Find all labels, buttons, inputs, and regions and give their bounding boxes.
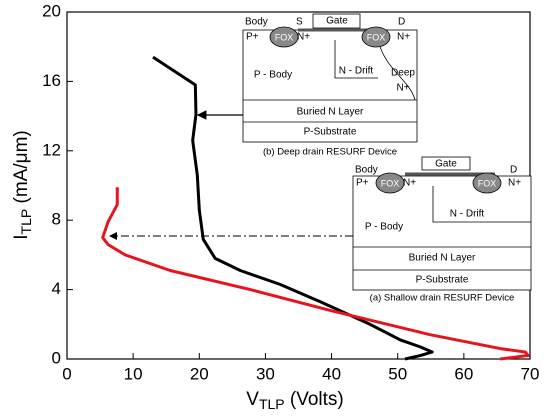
x-tick-label: 60 bbox=[454, 364, 473, 383]
inset-label: P-Substrate bbox=[416, 275, 469, 286]
inset-label: N - Drift bbox=[450, 209, 485, 220]
inset-label: Body bbox=[355, 165, 378, 176]
inset-label: D bbox=[398, 17, 405, 28]
y-label-main: I bbox=[11, 234, 32, 239]
inset-label: Buried N Layer bbox=[297, 107, 364, 118]
inset-label: Buried N Layer bbox=[409, 253, 476, 264]
inset-label: N+ bbox=[508, 178, 521, 189]
x-label-main: V bbox=[246, 389, 259, 410]
x-tick-label: 70 bbox=[521, 364, 540, 383]
y-tick-label: 4 bbox=[52, 279, 61, 298]
inset-label: P-Substrate bbox=[304, 127, 357, 138]
x-label-rest: (Volts) bbox=[285, 389, 344, 410]
x-tick-label: 30 bbox=[256, 364, 275, 383]
inset-label: P+ bbox=[356, 178, 369, 189]
inset-label: N+ bbox=[297, 32, 310, 43]
y-tick-label: 8 bbox=[52, 210, 61, 229]
y-tick-label: 12 bbox=[42, 140, 61, 159]
x-tick-label: 20 bbox=[190, 364, 209, 383]
inset-label: D bbox=[510, 165, 517, 176]
inset-label: FOX bbox=[367, 32, 386, 42]
line-series bbox=[101, 187, 530, 361]
x-tick-label: 0 bbox=[62, 364, 71, 383]
x-tick-label: 40 bbox=[322, 364, 341, 383]
inset-label: Gate bbox=[326, 16, 348, 27]
y-tick-label: 0 bbox=[52, 348, 61, 367]
inset-label: P+ bbox=[246, 32, 259, 43]
inset-label: FOX bbox=[478, 178, 497, 188]
inset-label: N - Drift bbox=[339, 66, 374, 77]
inset-caption: (b) Deep drain RESURF Device bbox=[263, 147, 397, 158]
y-label-sub: TLP bbox=[18, 209, 34, 235]
inset-caption: (a) Shallow drain RESURF Device bbox=[370, 293, 515, 304]
y-axis-label: ITLP (mA/μm) bbox=[11, 130, 34, 239]
inset-label: FOX bbox=[381, 178, 400, 188]
inset-label: S bbox=[296, 17, 303, 28]
y-tick-label: 20 bbox=[42, 1, 61, 20]
x-tick-label: 50 bbox=[388, 364, 407, 383]
inset-label: N+ bbox=[403, 178, 416, 189]
inset-deep-drain bbox=[242, 13, 418, 143]
x-axis-label: VTLP (Volts) bbox=[246, 389, 344, 412]
inset-shallow-drain bbox=[352, 156, 532, 291]
x-label-sub: TLP bbox=[259, 396, 285, 412]
x-tick-label: 10 bbox=[124, 364, 143, 383]
y-tick-label: 16 bbox=[42, 71, 61, 90]
inset-label: Body bbox=[245, 17, 268, 28]
inset-label: P - Body bbox=[365, 222, 403, 233]
inset-label: Gate bbox=[435, 159, 457, 170]
y-label-rest: (mA/μm) bbox=[11, 130, 32, 209]
inset-label: FOX bbox=[275, 32, 294, 42]
inset-label: P - Body bbox=[254, 70, 292, 81]
inset-label: N+ bbox=[397, 32, 410, 43]
inset-label: Deep bbox=[391, 68, 415, 79]
line-series bbox=[152, 55, 434, 361]
plot bbox=[101, 55, 530, 361]
inset-label: N+ bbox=[396, 83, 409, 94]
